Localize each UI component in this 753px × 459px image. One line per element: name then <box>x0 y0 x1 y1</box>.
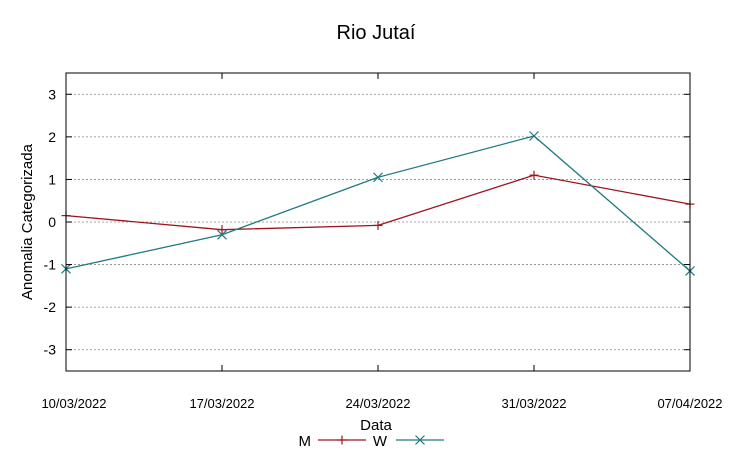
series-m <box>61 170 695 235</box>
y-tick-label: 0 <box>48 214 56 230</box>
y-tick-label: -2 <box>44 299 57 315</box>
y-tick-label: -3 <box>44 342 57 358</box>
y-axis-label: Anomalia Categorizada <box>19 143 36 300</box>
cross-marker <box>529 131 539 141</box>
x-tick-label: 31/03/2022 <box>501 396 566 411</box>
x-tick-label: 10/03/2022 <box>41 396 106 411</box>
cross-marker <box>217 229 227 240</box>
x-tick-label: 17/03/2022 <box>189 396 254 411</box>
cross-marker <box>373 172 383 183</box>
x-tick-label: 24/03/2022 <box>345 396 410 411</box>
cross-marker <box>415 435 425 445</box>
x-axis: 10/03/2022 17/03/2022 24/03/2022 31/03/2022… <box>41 73 723 411</box>
y-tick-label: 3 <box>48 86 56 102</box>
legend-label: M <box>299 433 312 450</box>
y-tick-label: -1 <box>44 257 57 273</box>
series-line <box>65 135 691 272</box>
chart-title: Rio Jutaí <box>337 22 416 44</box>
y-tick-label: 2 <box>48 129 56 145</box>
y-axis: -3 -2 -1 0 1 2 3 <box>44 86 690 358</box>
grid <box>66 93 690 351</box>
x-tick-label: 07/04/2022 <box>657 396 722 411</box>
x-axis-label: Data <box>360 417 392 434</box>
legend-label: W <box>373 433 388 450</box>
y-tick-label: 1 <box>48 171 56 187</box>
series-w <box>61 131 695 276</box>
series <box>61 131 695 276</box>
